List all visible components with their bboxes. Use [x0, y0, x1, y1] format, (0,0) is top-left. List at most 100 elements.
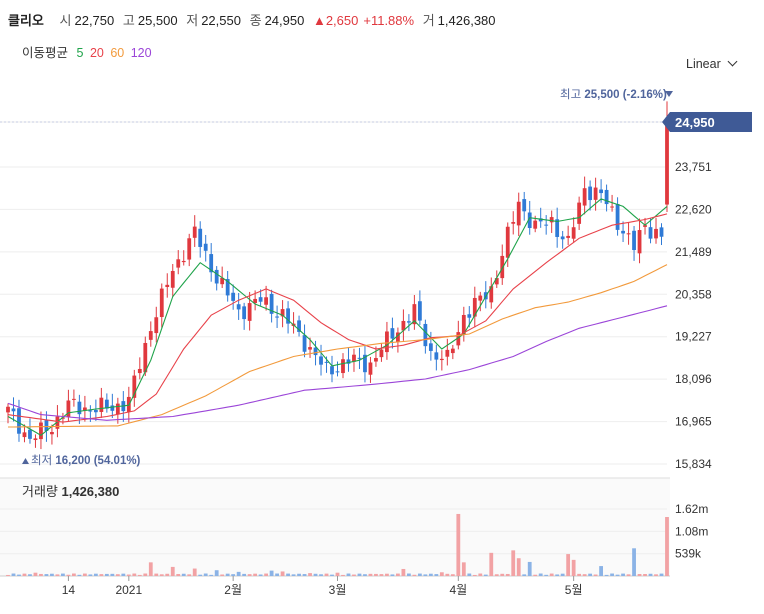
volume-bar — [253, 573, 258, 576]
ma-60-line — [8, 264, 668, 428]
volume-bar — [214, 570, 219, 576]
candle-body — [286, 308, 290, 324]
volume-bar — [17, 574, 21, 576]
volume-bar — [412, 574, 417, 576]
candle-body — [566, 235, 571, 238]
candle-body — [615, 203, 620, 230]
volume-bar — [231, 574, 236, 576]
ma-legend-20[interactable]: 20 — [89, 46, 104, 60]
volume-bar — [280, 571, 285, 576]
candle-body — [297, 320, 301, 332]
ma-120-line — [7, 305, 668, 421]
volume-bar — [352, 574, 356, 576]
volume-bar — [363, 574, 367, 576]
volume-bar — [527, 561, 532, 576]
candle-body — [22, 432, 27, 438]
change-percent: +11.88% — [363, 13, 415, 28]
candle-body — [148, 331, 153, 340]
volume-bar — [198, 574, 203, 576]
y-tick-label: 18,096 — [675, 372, 712, 386]
candle-body — [61, 417, 65, 419]
max-arrow-icon — [665, 91, 673, 97]
candle-body — [275, 316, 279, 318]
volume-bar — [297, 573, 301, 576]
candle-body — [82, 407, 87, 411]
volume-bar — [176, 574, 181, 576]
candle-body — [154, 317, 159, 334]
volume-bar — [401, 568, 406, 576]
candle-body — [165, 284, 170, 288]
candle-body — [11, 408, 16, 412]
volume-bar — [637, 574, 642, 576]
volume-bar — [500, 573, 505, 576]
candle-body — [93, 409, 98, 413]
candle-body — [516, 201, 521, 226]
x-tick-label: 14 — [62, 583, 76, 597]
ma-legend-5[interactable]: 5 — [76, 46, 84, 60]
volume-bar — [615, 574, 620, 576]
candle-body — [571, 227, 576, 239]
volume-bar — [143, 573, 148, 576]
volume-bar — [275, 573, 279, 576]
stock-name: 클리오 — [8, 13, 44, 28]
candle-body — [203, 243, 208, 251]
volume-bar — [225, 573, 230, 576]
volume-bar — [450, 574, 455, 576]
candle-body — [665, 122, 669, 205]
volume-bar — [154, 573, 159, 576]
volume-bar — [604, 574, 609, 576]
y-tick-label: 19,227 — [675, 330, 712, 344]
ma-legend-60[interactable]: 60 — [110, 46, 125, 60]
volume-bar — [126, 574, 131, 576]
volume-bar — [28, 574, 32, 576]
candle-body — [439, 358, 444, 361]
ma-20-line — [7, 213, 668, 423]
x-tick-label: 4월 — [449, 583, 467, 597]
candle-body — [489, 286, 494, 303]
volume-bar — [577, 573, 582, 576]
max-value: 25,500 (-2.16%) — [584, 89, 667, 101]
max-annotation: 최고 25,500 (-2.16%) — [560, 88, 667, 101]
candle-body — [137, 368, 142, 374]
candle-body — [214, 269, 219, 284]
candle-body — [599, 189, 603, 194]
min-annotation: 최저 16,200 (54.01%) — [31, 454, 141, 467]
candle-body — [176, 259, 181, 268]
volume-y-tick-label: 1.62m — [675, 502, 708, 516]
volume-bar — [522, 574, 527, 576]
volume-bar — [50, 573, 54, 576]
candle-body — [456, 332, 461, 346]
candle-body — [247, 303, 252, 321]
volume-bar — [588, 573, 593, 576]
volume-bar — [203, 573, 208, 576]
volume-bar — [341, 574, 345, 576]
open-value: 22,750 — [74, 13, 115, 28]
y-tick-label: 21,489 — [675, 245, 712, 259]
candle-body — [269, 293, 274, 314]
volume-bar — [242, 573, 247, 576]
high-value: 25,500 — [137, 13, 178, 28]
volume-bar — [478, 573, 483, 576]
candle-body — [659, 227, 664, 237]
candle-body — [632, 230, 636, 251]
candle-body — [374, 358, 378, 362]
volume-bar — [505, 573, 510, 576]
volume-bar — [544, 574, 549, 576]
candle-body — [549, 217, 554, 223]
candle-body — [302, 335, 307, 352]
scale-selector[interactable]: Linear — [686, 56, 738, 71]
candle-body — [621, 230, 625, 234]
volume-bar — [77, 574, 82, 576]
volume-bar — [324, 573, 329, 576]
volume-bar — [494, 574, 499, 576]
volume-bar — [39, 573, 43, 576]
candle-body — [28, 429, 32, 439]
candle-body — [577, 202, 582, 224]
volume-bar — [555, 574, 560, 576]
volume-bar — [560, 573, 565, 576]
candle-body — [357, 357, 362, 359]
ma-legend-120[interactable]: 120 — [130, 46, 152, 60]
candle-body — [324, 361, 329, 363]
high-label: 고 — [122, 13, 135, 28]
